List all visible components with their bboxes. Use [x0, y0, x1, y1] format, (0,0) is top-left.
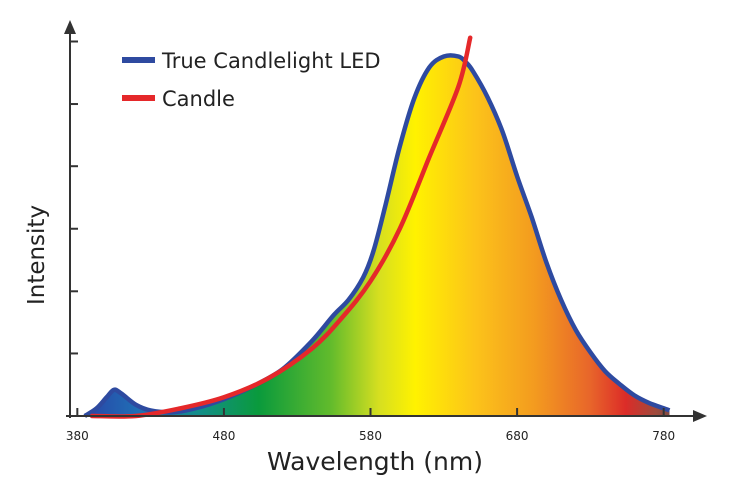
x-axis-title: Wavelength (nm): [267, 447, 483, 476]
legend: True Candlelight LED Candle: [122, 49, 381, 111]
x-tick-label-480: 480: [212, 429, 235, 443]
x-tick-label-580: 580: [359, 429, 382, 443]
y-axis-title: Intensity: [24, 205, 50, 305]
x-tick-label-380: 380: [66, 429, 89, 443]
led-spectrum-area: [84, 55, 670, 417]
x-tick-label-780: 780: [652, 429, 675, 443]
x-axis-arrow: [693, 410, 707, 422]
series-line-candle: [89, 35, 473, 419]
x-tick-label-680: 680: [506, 429, 529, 443]
y-axis-arrow: [64, 20, 76, 34]
legend-label-candle: Candle: [162, 87, 235, 111]
series-line-led: [83, 53, 671, 418]
legend-label-led: True Candlelight LED: [161, 49, 381, 73]
